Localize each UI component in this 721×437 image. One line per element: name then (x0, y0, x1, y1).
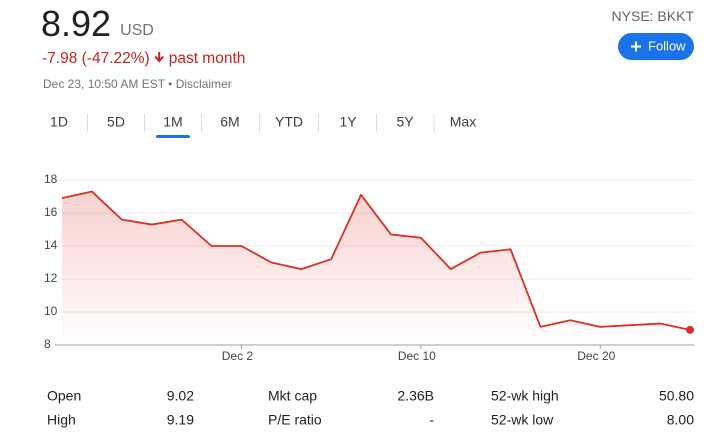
stat-value: 8.00 (667, 412, 694, 428)
stat-label: P/E ratio (268, 412, 322, 428)
period: past month (169, 50, 246, 67)
stat-value: 9.02 (167, 388, 194, 404)
tab[interactable]: 6M (220, 114, 239, 130)
tab-underline (156, 135, 190, 138)
stat-value: - (429, 412, 434, 428)
x-tick-label: Dec 10 (398, 349, 436, 363)
stat-label: 52-wk low (491, 412, 554, 428)
stat-value: 2.36B (397, 388, 434, 404)
follow-button[interactable]: Follow (618, 33, 694, 60)
y-tick-label: 18 (44, 172, 58, 186)
change: -7.98 (-47.22%) (42, 50, 150, 67)
stat-value: 50.80 (659, 388, 694, 404)
y-tick-label: 8 (44, 337, 51, 351)
follow-label[interactable]: Follow (648, 38, 686, 53)
stat-value: 9.19 (167, 412, 194, 428)
follow-bg[interactable] (618, 33, 694, 60)
x-tick-label: Dec 20 (577, 349, 615, 363)
y-tick-label: 12 (44, 271, 58, 285)
line (61, 190, 691, 331)
x-tick-label: Dec 2 (222, 349, 254, 363)
tab[interactable]: 5Y (396, 114, 414, 130)
stat-label: Mkt cap (268, 388, 317, 404)
down-arrow (154, 52, 164, 63)
tab[interactable]: 1D (50, 114, 68, 130)
exchange: NYSE: BKKT (612, 8, 695, 24)
stat-label: 52-wk high (491, 388, 559, 404)
currency: USD (120, 22, 154, 39)
tab[interactable]: Max (450, 114, 476, 130)
plus-icon (631, 41, 641, 52)
y-tick-label: 10 (44, 304, 58, 318)
stat-label: Open (47, 388, 81, 404)
tab[interactable]: 5D (107, 114, 125, 130)
tab[interactable]: 1Y (339, 114, 357, 130)
stat-label: High (47, 412, 76, 428)
last-point (686, 325, 694, 334)
y-tick-label: 14 (44, 238, 58, 252)
area (62, 191, 690, 345)
timestamp: Dec 23, 10:50 AM EST • Disclaimer (43, 77, 232, 91)
price: 8.92 (41, 3, 111, 44)
y-tick-label: 16 (44, 205, 58, 219)
tab[interactable]: YTD (275, 114, 303, 130)
tab[interactable]: 1M (163, 114, 182, 130)
